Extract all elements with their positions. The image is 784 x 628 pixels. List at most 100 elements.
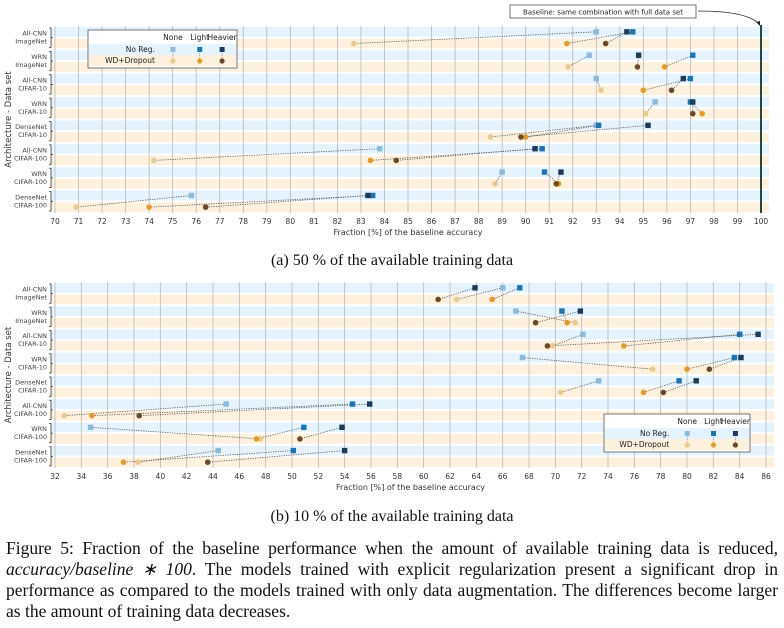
x-tick-label: 74 [144,217,154,226]
y-tick-label: All-CNN [22,332,47,340]
x-tick-label: 87 [450,217,460,226]
point-noreg-light [301,424,307,431]
x-tick-label: 72 [577,472,587,481]
x-tick-label: 75 [168,217,178,226]
point-noreg-heavier [341,447,348,454]
x-tick-label: 95 [639,217,649,226]
point-wd-heavier [204,459,211,465]
connector-line [547,333,759,347]
annotation-box [509,4,697,19]
caption-formula: accuracy/baseline ∗ 100 [6,559,192,579]
point-wd-light [564,319,570,326]
y-tick-label: CIFAR-100 [14,178,47,186]
band-wd [51,364,774,374]
point-noreg-heavier [738,354,744,361]
connector-line [623,333,740,347]
band-wd [51,62,769,72]
x-tick-label: 82 [333,217,343,226]
point-wd-light [564,40,570,47]
band-wd [51,341,774,351]
point-noreg-none [87,424,94,431]
point-wd-heavier [518,134,524,140]
point-wd-none [649,366,656,372]
point-wd-none [565,64,571,70]
connector-line [515,310,576,324]
y-tick-label: WRN [31,309,47,317]
y-tick-label: CIFAR-10 [18,387,47,395]
connector-line [686,357,735,370]
x-tick-label: 82 [709,472,719,481]
x-tick-label: 97 [686,217,696,226]
point-wd-heavier [602,40,609,47]
legend-row-label: No Reg. [640,429,669,438]
legend-band [605,439,749,450]
point-noreg-heavier [558,169,564,175]
connector-line [535,310,581,324]
y-tick-label: WRN [31,425,47,433]
point-noreg-light [687,75,694,82]
point-wd-heavier [393,157,400,164]
connector-line [552,333,584,347]
caption-label: Figure 5: Fraction of the baseline perfo… [6,538,778,558]
point-wd-heavier [706,366,713,372]
point-noreg-none [652,99,658,105]
y-tick-label: All-CNN [22,76,47,84]
point-noreg-light [690,52,696,58]
x-tick-label: 42 [182,472,192,481]
band-wd [51,410,774,421]
legend-band [89,44,236,55]
y-tick-label: CIFAR-10 [18,108,47,116]
legend-marker-wd [219,58,225,64]
legend-marker-wd [710,442,717,448]
annotation-text: Baseline: same combination with full dat… [523,9,683,17]
y-tick-label: All-CNN [22,30,47,38]
category-bracket [49,283,53,304]
x-tick-label: 81 [309,217,319,226]
connector-line [567,54,590,68]
legend-marker-noreg [732,431,738,436]
point-wd-heavier [435,296,441,303]
x-tick-label: 54 [340,472,350,481]
point-noreg-none [499,285,506,291]
legend-row-label: No Reg. [126,45,155,54]
point-noreg-heavier [366,401,373,407]
band-wd [51,132,769,142]
y-tick-label: DenseNet [15,448,47,456]
category-bracket [49,191,53,212]
point-wd-light [640,87,647,94]
point-wd-none [73,204,79,210]
point-wd-none [557,389,564,396]
connector-line [522,357,653,370]
connector-line [566,31,633,44]
point-noreg-light [539,146,545,152]
point-noreg-heavier [645,122,651,129]
band-wd [51,155,769,166]
x-tick-label: 86 [761,472,771,481]
x-tick-label: 78 [238,217,248,226]
x-tick-label: 90 [521,217,531,226]
x-tick-label: 40 [156,472,166,481]
legend-marker-noreg [684,431,690,436]
band-noreg [51,50,769,61]
band-noreg [51,120,769,131]
x-tick-label: 70 [551,472,561,481]
band-noreg [51,445,774,456]
x-tick-label: 58 [393,472,403,481]
band-wd [51,434,774,444]
connector-line [139,403,370,417]
category-bracket [49,27,53,48]
band-noreg [51,283,774,293]
category-bracket [49,50,53,72]
point-noreg-heavier [693,378,699,384]
connector-line [76,195,192,208]
band-noreg [51,97,769,107]
y-tick-label: CIFAR-10 [18,340,47,348]
x-tick-label: 91 [544,217,554,226]
legend-band [605,428,749,439]
connector-line [91,403,353,417]
arrow-head-icon [756,21,760,26]
category-bracket [49,97,53,118]
point-noreg-light [349,401,356,407]
point-wd-none [492,180,498,187]
